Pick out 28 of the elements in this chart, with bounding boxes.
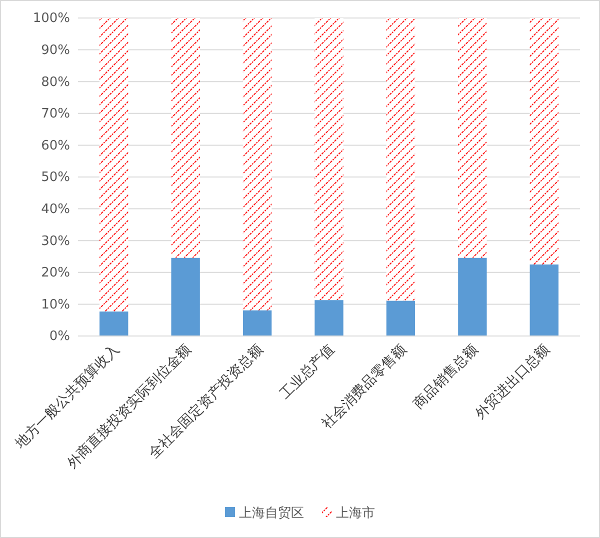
y-tick-label: 70% [41,106,70,122]
bar [458,258,487,336]
bar [171,258,200,336]
y-tick-label: 60% [41,138,70,154]
y-tick-label: 80% [41,74,70,90]
y-tick-label: 20% [41,266,70,281]
bar [100,18,128,312]
bar [242,310,272,336]
legend-label: 上海自贸区 [239,506,304,521]
bar [314,18,344,300]
y-tick-label: 10% [41,297,70,312]
y-tick-label: 30% [41,234,70,249]
bar [530,18,558,264]
y-tick-label: 50% [41,170,70,186]
y-tick-label: 100% [32,11,70,26]
y-tick-label: 40% [41,202,70,217]
bar [100,312,128,336]
bar [530,264,558,336]
bar [386,300,416,336]
legend-label: 上海市 [336,506,375,521]
bar [314,300,344,336]
x-tick-label: 工业总产值 [277,342,338,402]
bar [386,18,416,301]
bar [458,18,487,258]
y-tick-label: 0% [49,329,70,344]
bar [242,18,272,310]
bar [171,18,200,258]
y-tick-label: 90% [41,42,70,58]
